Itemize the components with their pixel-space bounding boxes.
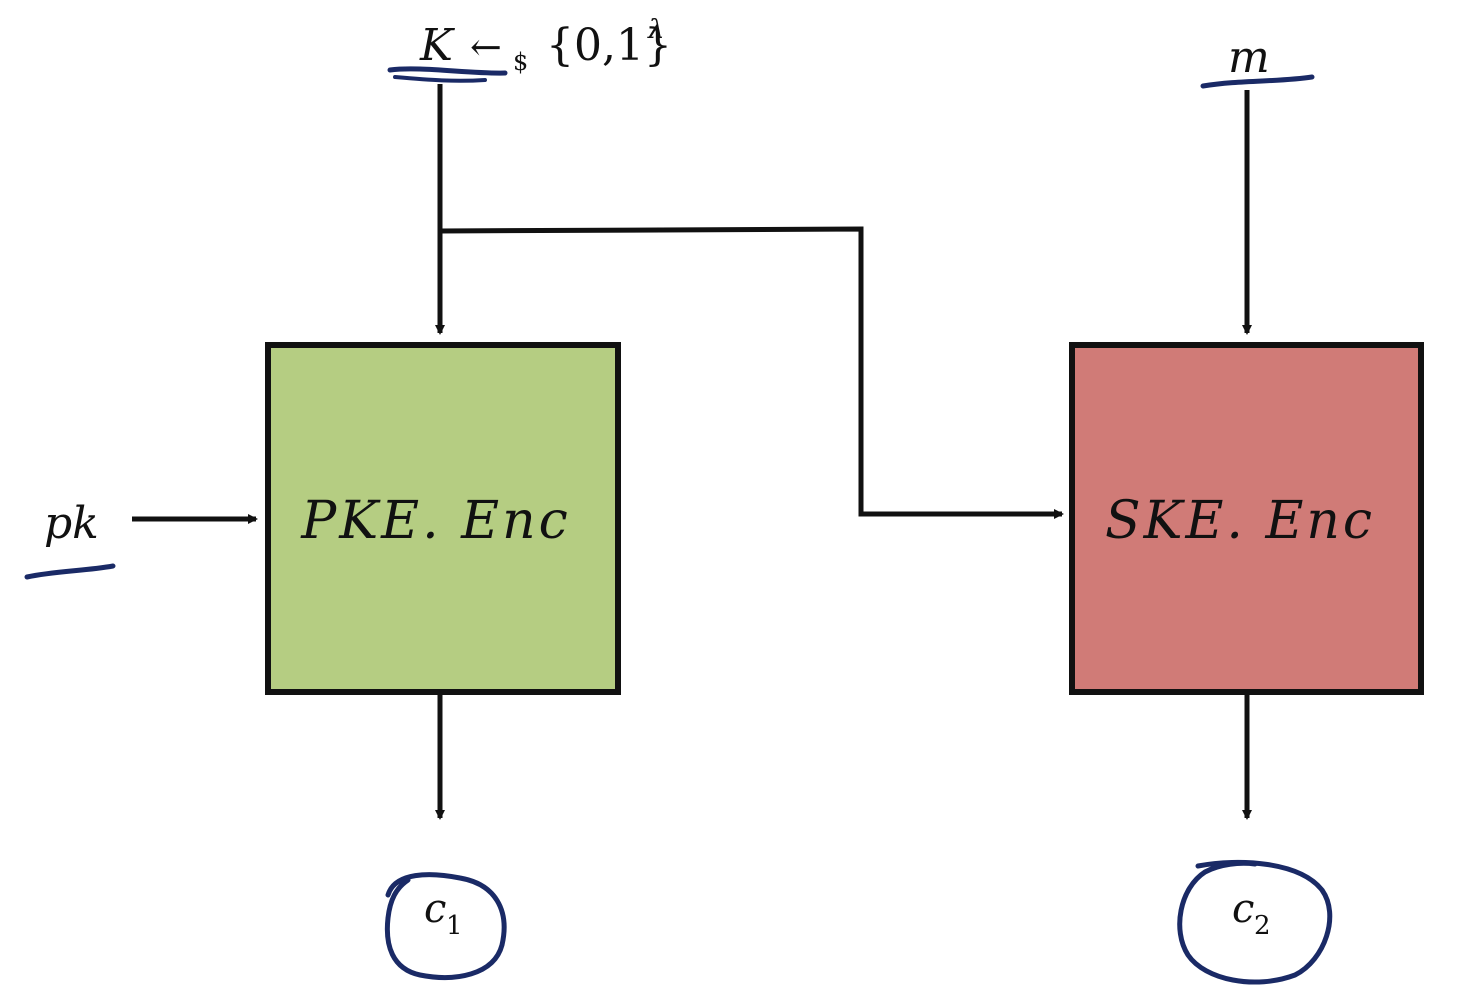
ske-enc-box: SKE. Enc — [1069, 342, 1424, 695]
output-c2: c 2 — [1177, 859, 1333, 985]
message-label: m — [1228, 32, 1270, 83]
c2-base: c — [1232, 886, 1254, 932]
c2-circle-stroke — [1177, 859, 1333, 985]
key-sample-label: K ← $ {0,1} λ — [419, 15, 672, 76]
pk-underline-stroke — [24, 563, 116, 580]
output-c1: c 1 — [384, 872, 507, 980]
pke-enc-rect — [265, 342, 621, 695]
key-to-ske-arrow — [439, 226, 1064, 519]
pke-enc-label: PKE. Enc — [300, 491, 570, 551]
c1-base: c — [424, 886, 446, 932]
message-underline-stroke — [1200, 74, 1315, 89]
bitstring-set: {0,1} — [546, 20, 672, 71]
sample-arrow: ← — [470, 25, 502, 69]
ske-enc-label: SKE. Enc — [1105, 491, 1375, 551]
public-key-label: pk — [44, 498, 99, 549]
pke-enc-box: PKE. Enc — [265, 342, 621, 695]
security-parameter: λ — [647, 15, 664, 45]
key-variable: K — [419, 20, 455, 71]
ske-enc-rect — [1069, 342, 1424, 695]
key-underline-stroke — [387, 66, 508, 76]
key-underline-stroke-2 — [393, 75, 487, 83]
c1-subscript: 1 — [446, 911, 463, 941]
c2-subscript: 2 — [1254, 911, 1271, 941]
sample-subscript: $ — [513, 48, 528, 76]
c1-circle-stroke — [384, 872, 507, 980]
